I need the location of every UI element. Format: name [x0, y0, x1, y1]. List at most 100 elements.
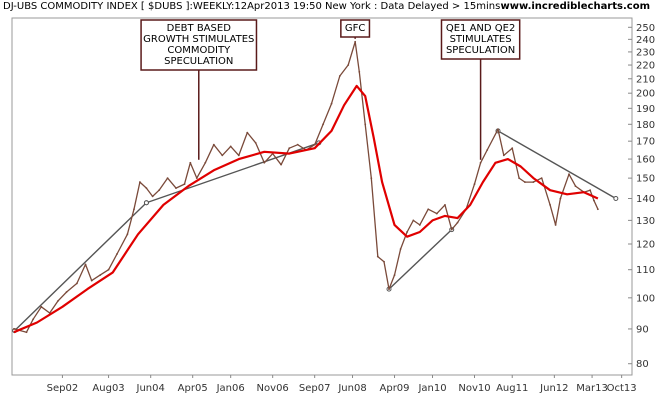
price-point — [364, 123, 367, 126]
price-point — [99, 274, 102, 277]
price-point — [195, 177, 198, 180]
price-point — [427, 208, 430, 211]
price-point — [139, 181, 141, 183]
price-point — [549, 203, 551, 206]
trendlines — [12, 128, 619, 334]
price-point — [532, 181, 535, 183]
price-point — [338, 75, 341, 77]
x-tick-label: Aug11 — [496, 383, 528, 394]
price-point — [145, 187, 148, 190]
price-point — [518, 177, 521, 180]
price-point — [393, 274, 396, 277]
price-point — [296, 143, 299, 146]
price-point — [383, 260, 385, 263]
chart-title: DJ-UBS COMMODITY INDEX [ $DUBS ]:WEEKLY:… — [3, 1, 501, 12]
price-line — [13, 41, 599, 333]
price-point — [473, 183, 476, 185]
trendline — [14, 202, 147, 332]
price-point — [574, 185, 577, 188]
y-tick-label: 170 — [636, 137, 655, 148]
y-tick-label: 80 — [636, 359, 649, 370]
price-point — [358, 70, 361, 73]
annotation-text: GROWTH STIMULATES — [143, 34, 254, 45]
x-tick-label: Nov10 — [458, 383, 490, 394]
price-point — [189, 161, 192, 164]
y-tick-label: 150 — [636, 174, 655, 185]
price-point — [330, 102, 333, 105]
plot-border — [11, 17, 633, 376]
price-point — [376, 255, 379, 258]
annotation-text: SPECULATION — [164, 56, 233, 67]
price-point — [322, 123, 325, 126]
price-point — [435, 212, 438, 215]
annotation-text: GFC — [345, 23, 366, 34]
price-point — [133, 208, 135, 211]
price-point — [347, 64, 350, 66]
price-point — [204, 161, 207, 164]
price-point — [370, 177, 373, 180]
trendline — [388, 229, 453, 290]
annotation-text: SPECULATION — [446, 45, 515, 56]
moving-average-line — [13, 84, 599, 334]
y-tick-label: 130 — [636, 216, 655, 227]
y-tick-label: 190 — [636, 104, 655, 115]
price-point — [288, 147, 291, 150]
price-point — [524, 181, 526, 183]
y-tick-label: 110 — [636, 265, 655, 276]
price-point — [90, 279, 93, 282]
price-point — [280, 163, 283, 166]
price-point — [406, 231, 408, 233]
x-tick-label: Aug03 — [92, 383, 124, 394]
price-point — [65, 291, 68, 293]
x-tick-label: Sep07 — [299, 383, 331, 394]
price-point — [212, 143, 215, 146]
site-url[interactable]: www.incrediblecharts.com — [500, 1, 651, 12]
y-tick-label: 90 — [636, 324, 649, 335]
price-point — [479, 161, 482, 164]
annotation-box — [440, 19, 521, 60]
price-point — [511, 147, 514, 150]
price-point — [254, 142, 257, 144]
y-tick-label: 210 — [636, 74, 655, 85]
price-point — [237, 154, 240, 157]
x-tick-label: Mar13 — [576, 383, 608, 394]
y-tick-label: 230 — [636, 47, 655, 58]
y-tick-label: 160 — [636, 155, 655, 166]
price-point — [151, 195, 154, 198]
price-point — [116, 253, 118, 255]
price-point — [554, 224, 557, 226]
x-tick-label: Apr09 — [380, 383, 410, 394]
x-tick-label: Jan10 — [417, 383, 446, 394]
price-point — [158, 189, 161, 192]
annotation-text: STIMULATES — [450, 34, 512, 45]
x-tick-label: Jun12 — [539, 383, 568, 394]
annotation-text: QE1 AND QE2 — [446, 23, 515, 34]
price-point — [456, 221, 459, 224]
price-point — [589, 189, 592, 192]
x-tick-label: Jan06 — [216, 383, 245, 394]
annotation-box — [140, 19, 258, 71]
x-tick-label: Oct13 — [607, 383, 637, 394]
price-point — [246, 131, 249, 134]
price-point — [399, 248, 402, 250]
annotation-text: DEBT BASED — [167, 23, 232, 34]
price-point — [229, 145, 232, 148]
price-point — [568, 173, 570, 176]
price-point — [593, 199, 595, 202]
price-point — [76, 282, 78, 285]
price-point — [497, 128, 499, 131]
price-point — [596, 208, 599, 211]
y-tick-label: 120 — [636, 240, 655, 251]
trendline-endpoint — [613, 195, 619, 201]
price-point — [263, 161, 266, 164]
y-tick-label: 250 — [636, 23, 655, 34]
price-point — [175, 187, 177, 190]
y-tick-label: 200 — [636, 89, 655, 100]
y-tick-label: 220 — [636, 61, 655, 72]
price-point — [107, 268, 110, 271]
price-point — [40, 305, 43, 308]
series — [13, 40, 599, 334]
x-tick-label: Jun08 — [337, 383, 366, 394]
